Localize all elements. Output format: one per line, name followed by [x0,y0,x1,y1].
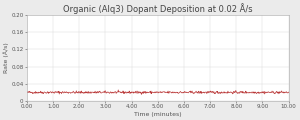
X-axis label: Time (minutes): Time (minutes) [134,111,182,117]
Title: Organic (Alq3) Dopant Deposition at 0.02 Å/s: Organic (Alq3) Dopant Deposition at 0.02… [63,3,253,14]
Y-axis label: Rate (Å/s): Rate (Å/s) [4,43,9,73]
